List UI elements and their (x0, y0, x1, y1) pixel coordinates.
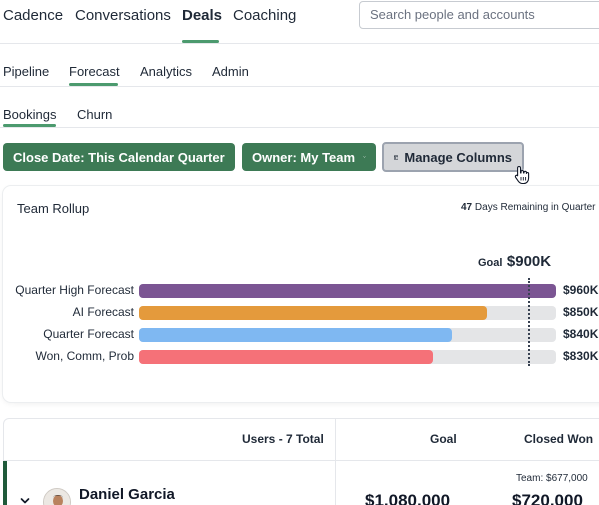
row-accent-bar (3, 461, 7, 505)
top-nav: Cadence Conversations Deals Coaching (0, 0, 599, 44)
team-closed-won-note: Team: $677,000 (516, 473, 588, 484)
search-box[interactable] (359, 1, 599, 29)
close-date-filter-button[interactable]: Close Date: This Calendar Quarter (3, 143, 235, 171)
chevron-down-icon (363, 156, 366, 158)
goal-value: $900K (506, 253, 552, 270)
manage-columns-button[interactable]: Manage Columns (382, 142, 524, 172)
rollup-bar-track (139, 328, 556, 342)
rollup-bar-fill (139, 306, 487, 320)
rollup-row-value: $830K (563, 349, 599, 363)
user-goal-value: $1,080,000 (365, 491, 451, 505)
days-remaining-count: 47 (461, 202, 473, 213)
tabs-divider (0, 127, 599, 128)
nav-deals[interactable]: Deals (182, 7, 223, 24)
table-column-divider (335, 418, 336, 505)
days-remaining: 47 Days Remaining in Quarter (461, 202, 596, 213)
rollup-bar-fill (139, 284, 556, 298)
subnav-active-indicator (69, 83, 118, 86)
rollup-bar-fill (139, 328, 452, 342)
rollup-row-value: $960K (563, 283, 599, 297)
nav-cadence[interactable]: Cadence (3, 7, 64, 24)
tab-active-indicator (3, 124, 56, 127)
hand-cursor-icon (514, 165, 530, 185)
subnav-admin[interactable]: Admin (212, 64, 249, 79)
tab-churn[interactable]: Churn (77, 107, 113, 122)
rollup-bar-track (139, 350, 556, 364)
rollup-row-label: Won, Comm, Prob (35, 349, 134, 363)
subnav-analytics[interactable]: Analytics (140, 64, 193, 79)
rollup-title: Team Rollup (17, 201, 90, 216)
columns-icon (394, 154, 399, 160)
rollup-bar-track (139, 306, 556, 320)
rollup-row-label: AI Forecast (72, 305, 134, 319)
nav-conversations[interactable]: Conversations (75, 7, 171, 24)
days-remaining-text: Days Remaining in Quarter (474, 202, 596, 213)
close-date-filter-label: Close Date: This Calendar Quarter (13, 149, 225, 165)
sub-nav: Pipeline Forecast Analytics Admin (0, 44, 599, 87)
owner-filter-label: Owner: My Team (252, 149, 356, 165)
column-header-goal[interactable]: Goal (430, 432, 457, 446)
column-header-users[interactable]: Users - 7 Total (242, 432, 324, 446)
nav-coaching[interactable]: Coaching (233, 7, 297, 24)
subnav-forecast[interactable]: Forecast (69, 64, 120, 79)
search-input[interactable] (370, 7, 590, 22)
table-header-divider (3, 460, 599, 461)
rollup-row-label: Quarter High Forecast (15, 283, 134, 297)
tab-bookings[interactable]: Bookings (3, 107, 57, 122)
user-avatar-icon (44, 489, 70, 505)
subnav-pipeline[interactable]: Pipeline (3, 64, 50, 79)
goal-line (528, 278, 530, 366)
manage-columns-label: Manage Columns (404, 149, 512, 165)
rollup-row-value: $850K (563, 305, 599, 319)
chevron-down-icon[interactable] (20, 497, 30, 505)
rollup-bar-fill (139, 350, 433, 364)
goal-marker-label: Goal $900K (478, 253, 551, 271)
rollup-bar-track (139, 284, 556, 298)
rollup-row-value: $840K (563, 327, 599, 341)
avatar (43, 488, 71, 505)
rollup-row-label: Quarter Forecast (43, 327, 134, 341)
goal-label: Goal (478, 257, 503, 269)
owner-filter-button[interactable]: Owner: My Team (242, 143, 376, 171)
user-closed-won-value: $720,000 (512, 491, 583, 505)
nav-active-indicator (182, 40, 219, 43)
column-header-closed-won[interactable]: Closed Won (524, 432, 594, 446)
user-name[interactable]: Daniel Garcia (79, 486, 175, 503)
